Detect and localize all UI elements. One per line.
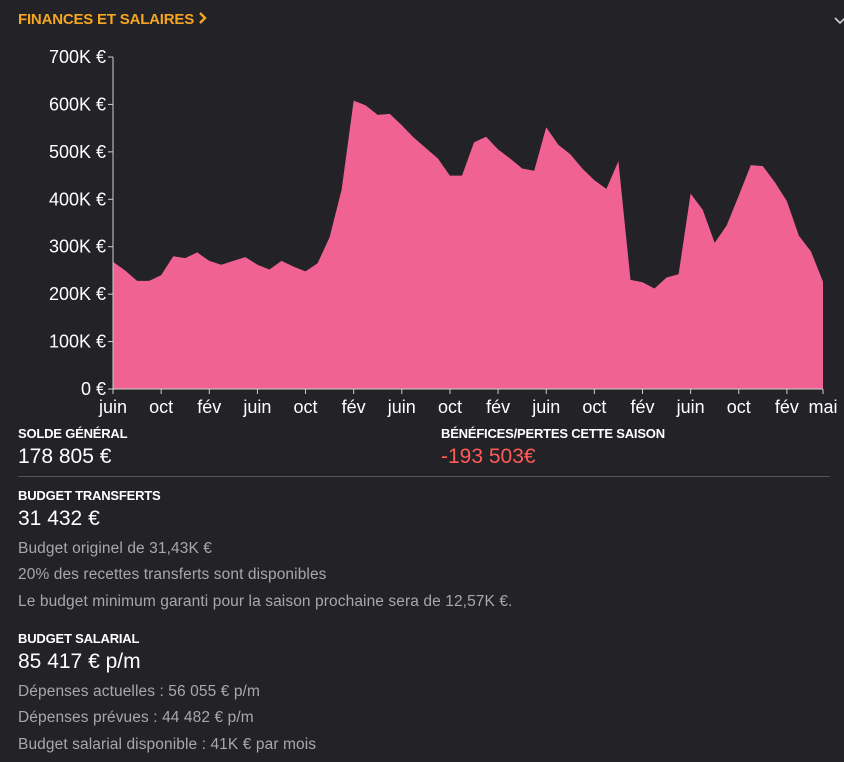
x-tick-label: juin [531, 397, 560, 417]
balance-area-series [113, 100, 823, 389]
x-tick-label: juin [242, 397, 271, 417]
finances-header-link[interactable]: FINANCES ET SALAIRES [18, 11, 208, 28]
y-tick-label: 300K € [49, 237, 106, 257]
transferts-detail: Le budget minimum garanti pour la saison… [18, 593, 513, 610]
chevron-right-icon [198, 11, 208, 28]
finance-chart: 0 € 100K € 200K € 300K € 400K € 500K € 600K € 7… [49, 47, 838, 417]
transferts-detail: 20% des recettes transferts sont disponi… [18, 566, 327, 583]
solde-label: SOLDE GÉNÉRAL [18, 426, 128, 441]
y-tick-label: 0 € [81, 379, 106, 399]
divider [18, 476, 830, 477]
x-tick-label: juin [676, 397, 705, 417]
finances-title: FINANCES ET SALAIRES [18, 11, 195, 28]
transferts-detail: Budget originel de 31,43K € [18, 540, 213, 557]
y-tick-label: 400K € [49, 189, 106, 209]
x-tick-label: fév [775, 397, 799, 417]
transferts-label: BUDGET TRANSFERTS [18, 488, 161, 503]
x-tick-label: fév [630, 397, 654, 417]
y-tick-label: 600K € [49, 94, 106, 114]
salarial-label: BUDGET SALARIAL [18, 631, 140, 646]
x-tick-label: oct [149, 397, 173, 417]
x-tick-label: oct [294, 397, 318, 417]
x-tick-label: oct [727, 397, 751, 417]
x-tick-label: juin [387, 397, 416, 417]
x-tick-label: oct [582, 397, 606, 417]
benefices-label: BÉNÉFICES/PERTES CETTE SAISON [441, 426, 665, 441]
x-tick-label: juin [98, 397, 127, 417]
x-tick-label: fév [197, 397, 221, 417]
y-tick-label: 100K € [49, 332, 106, 352]
chevron-down-icon[interactable] [834, 14, 844, 28]
y-tick-label: 500K € [49, 142, 106, 162]
benefices-value: -193 503€ [441, 445, 536, 468]
salarial-detail: Dépenses actuelles : 56 055 € p/m [18, 683, 260, 700]
y-tick-label: 700K € [49, 47, 106, 67]
x-tick-label: fév [342, 397, 366, 417]
x-tick-label: oct [438, 397, 462, 417]
salarial-detail: Budget salarial disponible : 41K € par m… [18, 736, 317, 753]
transferts-value: 31 432 € [18, 507, 100, 530]
salarial-value: 85 417 € p/m [18, 650, 141, 673]
y-tick-label: 200K € [49, 284, 106, 304]
salarial-detail: Dépenses prévues : 44 482 € p/m [18, 709, 254, 726]
solde-value: 178 805 € [18, 445, 112, 468]
x-tick-label: mai [808, 397, 837, 417]
x-tick-label: fév [486, 397, 510, 417]
